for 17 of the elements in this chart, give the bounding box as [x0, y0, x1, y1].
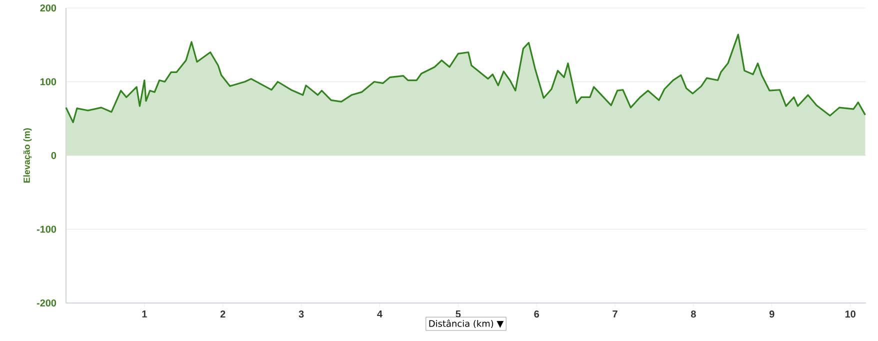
x-tick-label: 6	[534, 310, 540, 318]
y-tick-label: 200	[40, 4, 56, 12]
x-axis-title: Distância (km) ▼	[429, 320, 504, 328]
y-tick-label: -200	[36, 299, 56, 307]
x-tick-label: 4	[377, 310, 382, 318]
x-tick-label: 1	[142, 310, 147, 318]
x-tick-label: 3	[298, 310, 304, 318]
x-tick-label: 10	[845, 310, 856, 318]
x-tick-label: 7	[612, 310, 618, 318]
y-tick-label: 100	[40, 78, 56, 86]
x-tick-label: 2	[220, 310, 226, 318]
y-tick-label: 0	[51, 152, 56, 160]
y-axis-title: Elevação (m)	[23, 128, 32, 183]
x-tick-label: 9	[769, 310, 774, 318]
x-tick-label: 8	[691, 310, 696, 318]
x-tick-label: 5	[456, 310, 461, 318]
y-tick-label: -100	[36, 226, 56, 233]
